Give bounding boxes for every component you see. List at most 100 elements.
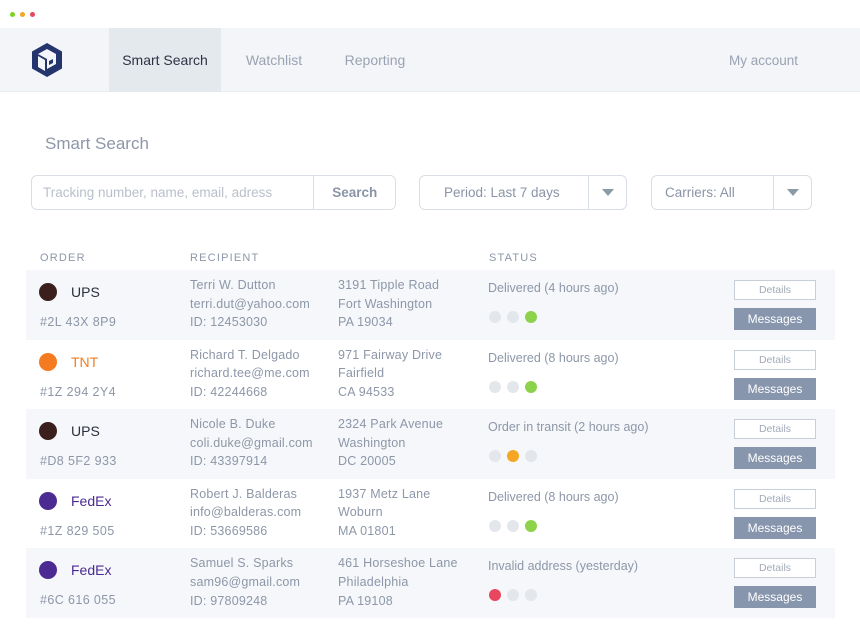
orders-table: UPS #2L 43X 8P9 Terri W. Dutton terri.du… xyxy=(26,270,835,618)
recipient-email: richard.tee@me.com xyxy=(190,366,310,381)
details-button[interactable]: Details xyxy=(734,280,816,300)
window-dot xyxy=(30,12,35,17)
address-city: Fairfield xyxy=(338,366,385,381)
status-indicator xyxy=(489,519,537,532)
table-row[interactable]: TNT #1Z 294 2Y4 Richard T. Delgado richa… xyxy=(26,340,835,410)
messages-button[interactable]: Messages xyxy=(734,308,816,330)
my-account-link[interactable]: My account xyxy=(728,52,798,68)
messages-button[interactable]: Messages xyxy=(734,586,816,609)
recipient-email: terri.dut@yahoo.com xyxy=(190,296,311,311)
details-button[interactable]: Details xyxy=(734,488,816,509)
search-input[interactable] xyxy=(32,176,314,209)
status-dot xyxy=(525,519,537,532)
details-button[interactable]: Details xyxy=(734,419,816,440)
carriers-dropdown-toggle[interactable] xyxy=(773,176,811,209)
messages-button[interactable]: Messages xyxy=(734,516,816,539)
carrier-name: FedEx xyxy=(71,562,112,579)
status-dot xyxy=(525,450,537,463)
address-street: 2324 Park Avenue xyxy=(338,417,444,432)
status-dot xyxy=(489,519,501,532)
carrier-logo-dot xyxy=(39,491,57,510)
recipient-id: ID: 97809248 xyxy=(190,593,268,608)
address-state-zip: PA 19034 xyxy=(338,315,393,330)
status-indicator xyxy=(489,589,537,602)
address-city: Woburn xyxy=(338,505,383,520)
recipient-id: ID: 53669586 xyxy=(190,523,268,538)
recipient-email: info@balderas.com xyxy=(190,505,302,520)
status-dot xyxy=(489,589,501,602)
column-header-order: ORDER xyxy=(40,252,86,264)
tab-smart-search[interactable]: Smart Search xyxy=(109,28,221,92)
recipient-id: ID: 43397914 xyxy=(190,454,268,469)
status-indicator xyxy=(489,311,537,323)
tab-reporting[interactable]: Reporting xyxy=(344,52,406,68)
tab-watchlist[interactable]: Watchlist xyxy=(245,52,303,68)
window-controls xyxy=(10,12,35,17)
table-row[interactable]: UPS #D8 5F2 933 Nicole B. Duke coli.duke… xyxy=(26,409,835,479)
status-dot xyxy=(507,311,519,323)
recipient-id: ID: 42244668 xyxy=(190,384,268,399)
status-indicator xyxy=(489,450,537,463)
address-state-zip: MA 01801 xyxy=(338,523,396,538)
carrier-logo-dot xyxy=(39,561,57,580)
period-dropdown[interactable]: Period: Last 7 days xyxy=(419,175,627,210)
cube-logo-icon[interactable] xyxy=(30,42,64,78)
status-text: Order in transit (2 hours ago) xyxy=(488,420,649,435)
window-dot xyxy=(20,12,25,17)
column-header-recipient: RECIPIENT xyxy=(190,252,260,264)
status-dot xyxy=(525,311,537,323)
window-dot xyxy=(10,12,15,17)
address-city: Philadelphia xyxy=(338,574,409,589)
recipient-email: sam96@gmail.com xyxy=(190,574,301,589)
status-dot xyxy=(489,450,501,463)
details-button[interactable]: Details xyxy=(734,349,816,370)
status-text: Invalid address (yesterday) xyxy=(488,559,639,574)
messages-button[interactable]: Messages xyxy=(734,377,816,400)
page-title: Smart Search xyxy=(45,134,149,153)
messages-button[interactable]: Messages xyxy=(734,447,816,470)
status-text: Delivered (8 hours ago) xyxy=(488,350,619,365)
address-street: 971 Fairway Drive xyxy=(338,347,443,362)
status-dot xyxy=(507,589,519,602)
recipient-name: Nicole B. Duke xyxy=(190,417,276,432)
status-indicator xyxy=(489,380,537,393)
status-dot xyxy=(489,311,501,323)
recipient-name: Richard T. Delgado xyxy=(190,347,300,362)
caret-down-icon xyxy=(601,189,614,196)
address-street: 3191 Tipple Road xyxy=(338,278,440,292)
carrier-name: TNT xyxy=(71,353,99,370)
address-city: Washington xyxy=(338,435,406,450)
status-dot xyxy=(507,450,519,463)
carrier-name: FedEx xyxy=(71,492,112,509)
search-bar: Search xyxy=(31,175,396,210)
address-state-zip: CA 94533 xyxy=(338,384,395,399)
carrier-logo-dot xyxy=(39,422,57,441)
search-button[interactable]: Search xyxy=(313,176,395,209)
status-text: Delivered (4 hours ago) xyxy=(488,281,619,295)
period-dropdown-toggle[interactable] xyxy=(588,176,626,209)
carriers-dropdown-label: Carriers: All xyxy=(665,185,735,200)
details-button[interactable]: Details xyxy=(734,558,816,579)
recipient-name: Robert J. Balderas xyxy=(190,486,298,501)
status-dot xyxy=(525,380,537,393)
carrier-logo-dot xyxy=(39,283,57,301)
period-dropdown-label: Period: Last 7 days xyxy=(444,185,560,200)
status-dot xyxy=(507,380,519,393)
table-row[interactable]: UPS #2L 43X 8P9 Terri W. Dutton terri.du… xyxy=(26,270,835,340)
order-code: #2L 43X 8P9 xyxy=(40,315,117,329)
order-code: #D8 5F2 933 xyxy=(40,454,117,469)
carrier-name: UPS xyxy=(71,423,100,440)
address-city: Fort Washington xyxy=(338,296,433,311)
status-text: Delivered (8 hours ago) xyxy=(488,489,619,504)
carrier-logo-dot xyxy=(39,352,57,371)
carriers-dropdown[interactable]: Carriers: All xyxy=(651,175,812,210)
table-row[interactable]: FedEx #1Z 829 505 Robert J. Balderas inf… xyxy=(26,479,835,549)
address-state-zip: DC 20005 xyxy=(338,454,396,469)
address-state-zip: PA 19108 xyxy=(338,593,393,608)
recipient-email: coli.duke@gmail.com xyxy=(190,435,313,450)
address-street: 461 Horseshoe Lane xyxy=(338,556,458,571)
order-code: #1Z 294 2Y4 xyxy=(40,384,116,399)
top-navigation: Smart Search Watchlist Reporting My acco… xyxy=(0,28,860,92)
column-header-status: STATUS xyxy=(489,252,538,264)
table-row[interactable]: FedEx #6C 616 055 Samuel S. Sparks sam96… xyxy=(26,548,835,618)
